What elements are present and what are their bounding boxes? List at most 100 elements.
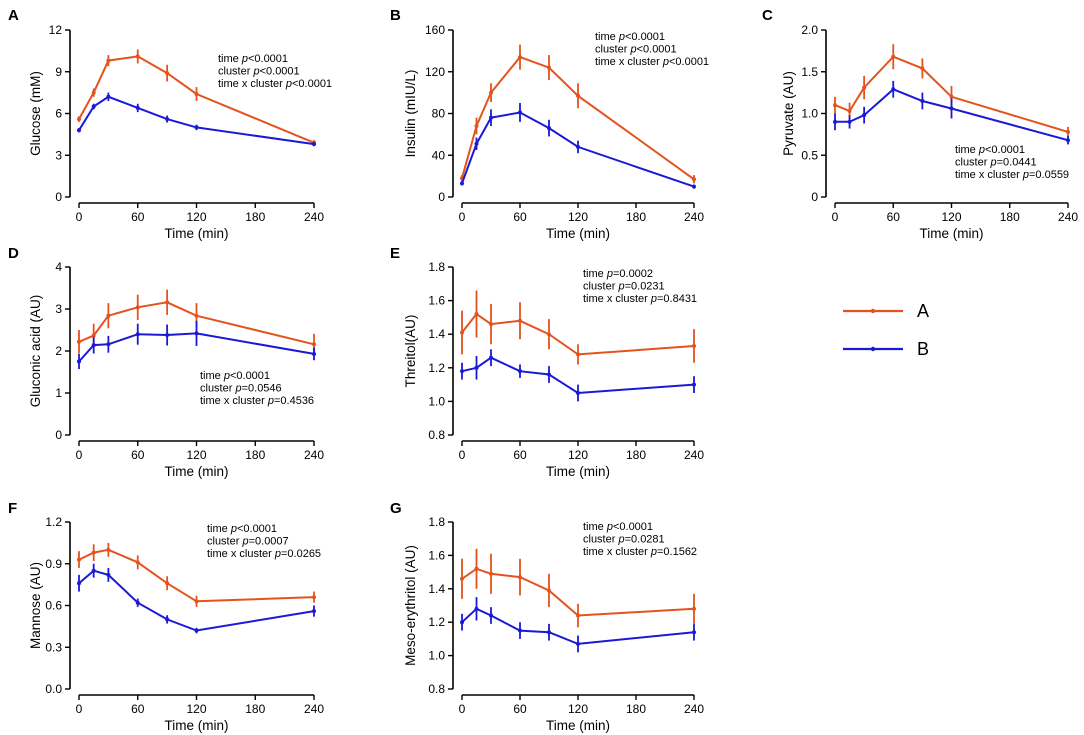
data-point <box>474 365 479 370</box>
stat-line: time x cluster p=0.0559 <box>955 169 1069 181</box>
panel-c: C 0 0.5 1.0 1.5 2.0 0 60 120 180 240 Time (min) Pyru… <box>762 7 1078 241</box>
stat-line: time p=0.0002 <box>583 268 653 280</box>
series-b <box>77 92 316 147</box>
x-tick-label: 60 <box>513 210 527 224</box>
data-point <box>847 119 852 124</box>
data-point <box>135 305 140 310</box>
x-axis-title: Time (min) <box>165 718 229 733</box>
y-tick-label: 40 <box>432 148 446 162</box>
data-point <box>460 181 464 186</box>
data-point <box>489 90 493 95</box>
x-tick-label: 240 <box>684 210 704 224</box>
data-point <box>135 600 140 605</box>
data-point <box>547 372 551 377</box>
x-axis-title: Time (min) <box>546 464 610 479</box>
data-point <box>106 58 111 63</box>
x-tick-label: 180 <box>245 702 265 716</box>
y-tick-label: 6 <box>55 107 62 121</box>
data-point <box>77 581 81 586</box>
series-a <box>460 44 696 184</box>
y-tick-label: 0 <box>438 190 445 204</box>
data-point <box>460 576 464 581</box>
y-tick-label: 9 <box>55 65 62 79</box>
y-tick-label: 12 <box>49 23 63 37</box>
x-tick-label: 180 <box>626 448 646 462</box>
data-point <box>135 560 140 565</box>
data-point <box>194 313 199 318</box>
data-point <box>312 142 316 147</box>
data-point <box>518 318 522 323</box>
series-a <box>833 44 1070 137</box>
data-point <box>862 113 867 118</box>
data-point <box>165 300 170 305</box>
panel-letter: C <box>762 7 773 24</box>
data-point <box>106 547 111 552</box>
data-point <box>518 55 522 60</box>
y-axis-title: Meso-erythritol (AU) <box>403 545 418 666</box>
data-point <box>547 588 551 593</box>
data-point <box>460 620 464 625</box>
stat-line: cluster p=0.0231 <box>583 281 665 293</box>
y-tick-label: 0 <box>811 190 818 204</box>
panel-letter: G <box>390 500 402 517</box>
data-point <box>106 94 111 99</box>
data-point <box>106 572 111 577</box>
data-point <box>474 566 479 571</box>
data-point <box>77 128 81 133</box>
stat-line: cluster p<0.0001 <box>595 44 677 56</box>
legend-label-b: B <box>917 339 929 359</box>
stat-line: cluster p=0.0007 <box>207 536 289 548</box>
data-point <box>692 382 696 387</box>
data-point <box>77 557 81 562</box>
data-point <box>91 90 96 95</box>
data-point <box>833 103 837 108</box>
data-point <box>518 575 522 580</box>
data-point <box>576 352 580 357</box>
y-tick-label: 80 <box>432 107 446 121</box>
data-point <box>165 333 170 338</box>
stat-line: time p<0.0001 <box>595 31 665 43</box>
x-tick-label: 60 <box>131 448 145 462</box>
y-tick-label: 0.5 <box>801 148 818 162</box>
x-tick-label: 60 <box>887 210 901 224</box>
y-tick-label: 4 <box>55 260 62 274</box>
data-point <box>91 104 96 109</box>
y-tick-label: 1.6 <box>428 548 445 562</box>
panel-e: E 0.8 1.0 1.2 1.4 1.6 1.8 0 60 120 180 240 Time (min… <box>390 245 704 479</box>
data-point <box>194 92 199 97</box>
data-point <box>518 369 522 374</box>
y-tick-label: 1 <box>55 386 62 400</box>
y-tick-label: 1.4 <box>428 327 445 341</box>
data-point <box>91 343 96 348</box>
x-tick-label: 180 <box>245 448 265 462</box>
y-tick-label: 1.2 <box>428 361 445 375</box>
data-point <box>194 125 199 130</box>
series-a <box>77 49 316 146</box>
y-axis-title: Gluconic acid (AU) <box>28 295 43 408</box>
panel-letter: F <box>8 500 17 517</box>
legend-marker <box>870 346 876 352</box>
x-tick-label: 0 <box>459 210 466 224</box>
data-point <box>194 599 199 604</box>
stat-line: time x cluster p=0.1562 <box>583 546 697 558</box>
data-point <box>1066 129 1070 134</box>
series-b <box>77 563 316 634</box>
stat-line: time x cluster p=0.4536 <box>200 395 314 407</box>
y-tick-label: 3 <box>55 148 62 162</box>
x-tick-label: 120 <box>568 448 588 462</box>
x-tick-label: 60 <box>513 702 527 716</box>
data-point <box>312 595 316 600</box>
y-tick-label: 1.0 <box>428 649 445 663</box>
x-tick-label: 120 <box>941 210 961 224</box>
data-point <box>920 98 925 103</box>
y-tick-label: 120 <box>425 65 445 79</box>
x-tick-label: 240 <box>1058 210 1078 224</box>
data-point <box>949 106 954 111</box>
data-point <box>460 330 464 335</box>
panel-g: G 0.8 1.0 1.2 1.4 1.6 1.8 0 60 120 180 240 Time (min… <box>390 500 704 733</box>
data-point <box>576 641 580 646</box>
panel-letter: E <box>390 245 400 262</box>
data-point <box>165 581 170 586</box>
legend-marker <box>870 308 876 314</box>
y-tick-label: 0.9 <box>45 557 62 571</box>
